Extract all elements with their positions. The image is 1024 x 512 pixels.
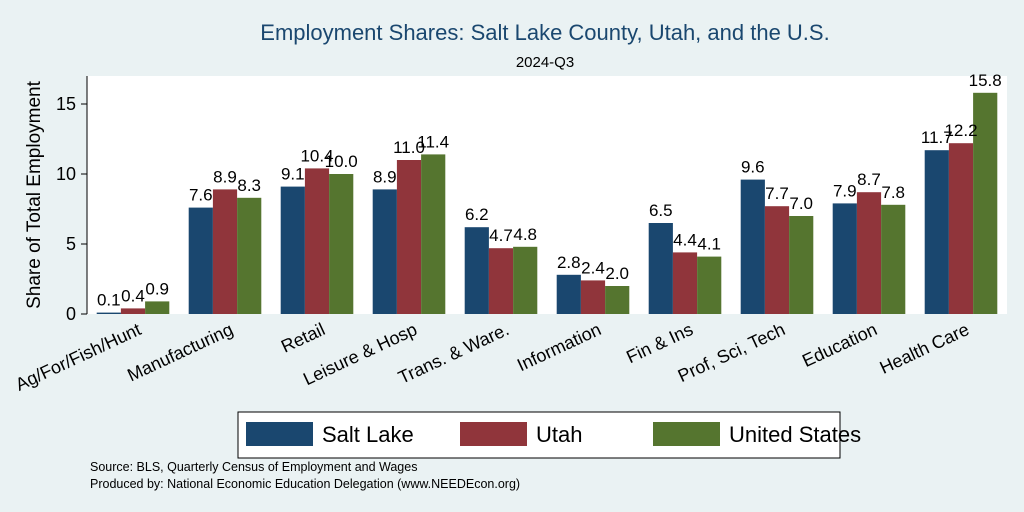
y-tick-label: 10 xyxy=(56,164,76,184)
bar xyxy=(280,186,305,314)
data-label: 7.7 xyxy=(765,184,789,203)
bar xyxy=(421,154,446,314)
data-label: 2.8 xyxy=(557,253,581,272)
data-label: 0.1 xyxy=(97,291,121,310)
bar xyxy=(973,92,998,314)
bar xyxy=(881,204,906,314)
bar xyxy=(396,160,422,314)
bar xyxy=(697,256,722,314)
data-label: 15.8 xyxy=(969,71,1002,90)
bar xyxy=(648,223,673,314)
chart-subtitle: 2024-Q3 xyxy=(516,54,574,71)
bar xyxy=(513,246,538,314)
bar xyxy=(556,274,581,314)
y-axis-title: Share of Total Employment xyxy=(24,80,45,308)
data-label: 4.7 xyxy=(489,226,513,245)
y-axis-ticks: 0 5 10 15 xyxy=(56,94,87,324)
data-label: 8.3 xyxy=(237,176,261,195)
bar xyxy=(464,227,489,314)
data-labels-group: 0.1 0.4 0.97.68.9 8.39.110.410.08.911.011.4… xyxy=(97,71,1002,310)
data-label: 2.4 xyxy=(581,258,605,277)
data-label: 8.7 xyxy=(857,170,881,189)
bar xyxy=(672,252,698,314)
bar xyxy=(188,207,213,314)
legend-label: Utah xyxy=(536,422,582,447)
data-label: 8.9 xyxy=(213,167,237,186)
data-label: 11.4 xyxy=(417,132,449,151)
source-note: Source: BLS, Quarterly Census of Employm… xyxy=(90,460,417,474)
bar xyxy=(740,179,765,314)
bar xyxy=(145,301,170,314)
bar xyxy=(832,203,857,314)
bar xyxy=(372,189,397,314)
produced-by-note: Produced by: National Economic Education… xyxy=(90,477,520,491)
bar xyxy=(605,286,630,314)
bars-group xyxy=(96,92,998,314)
y-tick-label: 0 xyxy=(66,304,76,324)
data-label: 10.0 xyxy=(325,152,358,171)
bar xyxy=(96,312,121,314)
data-label: 7.6 xyxy=(189,186,213,205)
data-label: 11.0 xyxy=(393,138,425,157)
legend: Salt Lake Utah United States xyxy=(237,411,861,459)
legend-swatch xyxy=(246,422,313,446)
data-label: 10.4 xyxy=(300,146,333,165)
data-label: 6.5 xyxy=(649,201,673,220)
legend-swatch xyxy=(653,422,720,446)
y-tick-label: 15 xyxy=(56,94,76,114)
data-label: 0.9 xyxy=(145,279,169,298)
bar xyxy=(212,189,238,314)
bar xyxy=(237,197,262,314)
data-label: 12.2 xyxy=(944,121,977,140)
legend-box xyxy=(237,411,841,459)
chart-title: Employment Shares: Salt Lake County, Uta… xyxy=(260,20,829,45)
legend-swatch xyxy=(460,422,527,446)
legend-label: United States xyxy=(729,422,861,447)
data-label: 9.6 xyxy=(741,158,765,177)
bar xyxy=(789,216,814,314)
data-label: 11.7 xyxy=(921,128,953,147)
data-label: 4.4 xyxy=(673,230,697,249)
bar xyxy=(580,280,606,314)
data-label: 4.1 xyxy=(697,235,721,254)
bar xyxy=(120,308,146,314)
legend-label: Salt Lake xyxy=(322,422,414,447)
bar xyxy=(924,150,949,314)
y-tick-label: 5 xyxy=(66,234,76,254)
bar xyxy=(856,192,882,314)
data-label: 7.9 xyxy=(833,181,857,200)
data-label: 6.2 xyxy=(465,205,489,224)
data-label: 0.4 xyxy=(121,286,145,305)
data-label: 9.1 xyxy=(281,165,305,184)
bar xyxy=(329,174,354,314)
data-label: 4.8 xyxy=(513,225,537,244)
data-label: 8.9 xyxy=(373,167,397,186)
data-label: 2.0 xyxy=(605,264,629,283)
data-label: 7.8 xyxy=(881,183,905,202)
bar xyxy=(764,206,790,314)
bar xyxy=(948,143,974,314)
bar xyxy=(488,248,514,314)
bar xyxy=(304,168,330,314)
data-label: 7.0 xyxy=(789,194,813,213)
